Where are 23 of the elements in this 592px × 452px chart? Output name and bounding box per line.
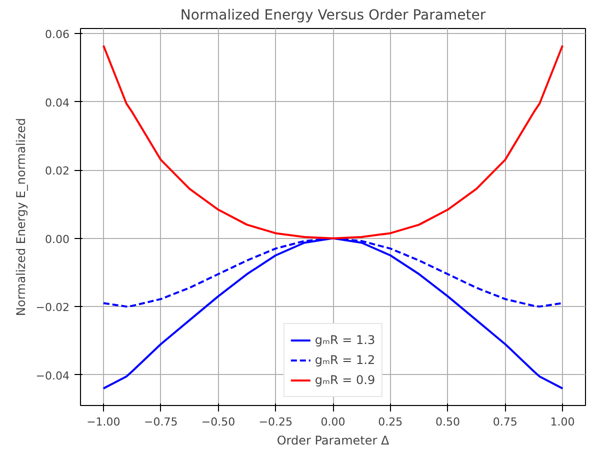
x-tick-label: 1.00 [550,416,575,428]
x-tick-label: −1.00 [86,416,120,428]
y-tick-label: 0.04 [45,96,70,110]
y-tick-label: 0.06 [45,28,70,42]
y-tick-label: 0.02 [45,164,70,178]
x-tick-label: 0.50 [436,416,460,428]
y-axis-title: Normalized Energy E_normalized [14,118,28,316]
line-series [102,237,564,390]
x-tick-label: 0.75 [492,416,518,428]
x-tick-label: −0.25 [258,416,292,428]
x-axis-title: Order Parameter Δ [276,434,390,448]
chart-title: Normalized Energy Versus Order Parameter [180,8,486,24]
legend-label: gₘR = 0.9 [314,373,376,387]
legend-label: gₘR = 1.2 [314,353,376,367]
legend-label: gₘR = 1.3 [314,333,376,347]
y-tick-label: 0.00 [45,232,70,246]
x-tick-label: −0.50 [201,416,236,428]
y-tick-label: −0.02 [36,301,70,314]
y-tick-label: −0.04 [36,369,70,382]
x-tick-label: 0.25 [378,416,403,428]
x-tick-label: 0.00 [320,416,346,428]
line-series [102,44,564,240]
x-tick-label: −0.75 [144,416,178,428]
